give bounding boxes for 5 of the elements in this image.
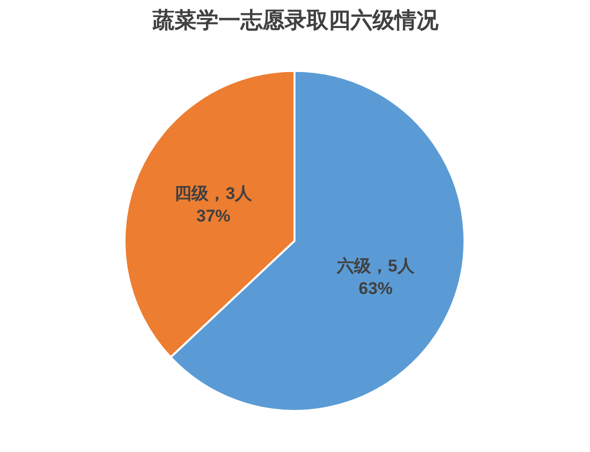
slice-label: 四级，3人 [174, 184, 254, 203]
data-label: 37% [196, 206, 230, 226]
chart-title: 蔬菜学一志愿录取四六级情况 [152, 8, 440, 32]
slice-label: 六级，5人 [336, 256, 416, 276]
data-label: 63% [358, 278, 393, 298]
